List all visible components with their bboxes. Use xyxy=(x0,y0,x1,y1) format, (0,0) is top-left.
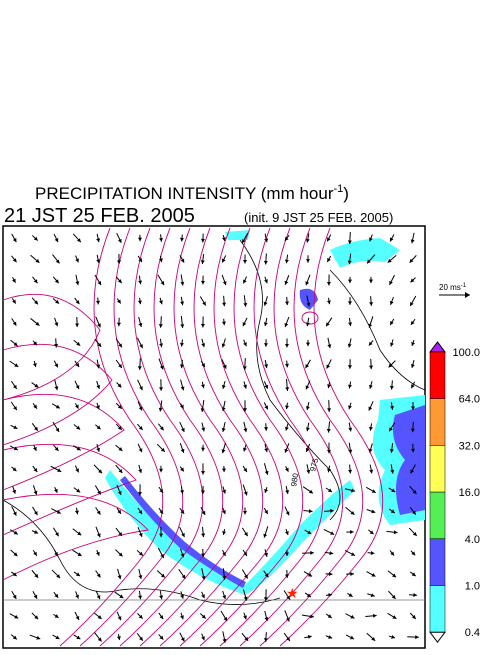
colorbar-label: 32.0 xyxy=(459,440,480,452)
colorbar-label: 1.0 xyxy=(465,581,480,593)
colorbar-label: 0.4 xyxy=(465,627,480,639)
colorbar-segment xyxy=(430,492,445,539)
colorbar-segment xyxy=(430,445,445,492)
colorbar-label: 4.0 xyxy=(465,534,480,546)
wind-scale-text: 20 ms xyxy=(439,283,461,292)
wind-scale-exponent: -1 xyxy=(461,283,467,289)
colorbar-over xyxy=(430,342,445,352)
location-marker: ★ xyxy=(286,585,299,601)
colorbar: 100.0 64.0 32.0 16.0 4.0 1.0 0.4 xyxy=(430,342,480,642)
map: 980 975 ★ xyxy=(3,226,425,648)
colorbar-segment xyxy=(430,539,445,586)
colorbar-label: 64.0 xyxy=(459,394,480,406)
colorbar-segment xyxy=(430,586,445,633)
colorbar-label: 100.0 xyxy=(452,347,480,359)
wind-scale-label: 20 ms-1 xyxy=(439,283,467,292)
colorbar-label: 16.0 xyxy=(459,487,480,499)
title-close: ) xyxy=(343,184,349,203)
valid-time: 21 JST 25 FEB. 2005 xyxy=(4,205,195,227)
colorbar-segment xyxy=(430,352,445,399)
init-time: (init. 9 JST 25 FEB. 2005) xyxy=(244,210,393,225)
colorbar-under xyxy=(430,632,445,642)
colorbar-segment xyxy=(430,399,445,446)
title-exponent: -1 xyxy=(333,183,343,195)
title-text: PRECIPITATION INTENSITY (mm hour xyxy=(35,184,334,203)
wind-scale-head xyxy=(465,292,470,298)
title: PRECIPITATION INTENSITY (mm hour-1) xyxy=(35,183,349,203)
